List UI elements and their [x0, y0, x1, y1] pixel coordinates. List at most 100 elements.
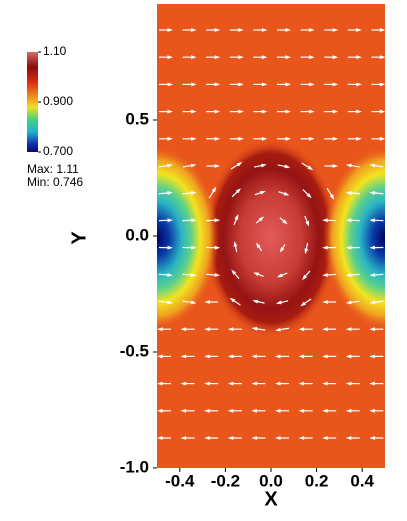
- vector-arrow-head: [256, 242, 261, 249]
- vector-arrow-head: [322, 273, 328, 277]
- vector-arrow-head: [235, 188, 241, 194]
- vector-arrow-head: [369, 327, 375, 332]
- vector-arrow-head: [157, 327, 163, 332]
- vector-arrow-head: [285, 28, 291, 32]
- vector-arrow-head: [307, 165, 314, 171]
- vector-arrow-head: [356, 109, 362, 114]
- vector-arrow-head: [214, 164, 221, 168]
- vector-arrow-head: [157, 354, 163, 359]
- vector-arrow-head: [167, 163, 173, 168]
- vector-arrow-head: [298, 381, 305, 386]
- vector-arrow-head: [379, 55, 385, 60]
- vector-arrow-head: [167, 191, 173, 195]
- vector-arrow-head: [252, 299, 259, 304]
- colorbar-tick-label: 1.10: [43, 44, 67, 58]
- vector-arrow-head: [238, 136, 244, 141]
- vector-arrow-head: [369, 408, 375, 413]
- vector-arrow-head: [261, 136, 268, 141]
- vector-arrow-head: [190, 191, 197, 195]
- vector-arrow-head: [329, 194, 335, 200]
- vector-arrow-head: [231, 269, 237, 275]
- vector-arrow-head: [345, 300, 352, 305]
- vector-arrow-head: [191, 136, 197, 141]
- vector-arrow-head: [167, 55, 173, 60]
- vector-arrow-head: [322, 408, 328, 413]
- field: [157, 4, 385, 468]
- vector-arrow-head: [167, 218, 173, 223]
- y-tick-label: 0.5: [125, 109, 149, 128]
- vector-arrow-head: [282, 219, 288, 225]
- max-value: 1.11: [56, 162, 79, 176]
- vector-arrow-head: [275, 408, 281, 413]
- x-tick-label: 0.0: [259, 471, 283, 490]
- x-tick-label: -0.4: [165, 471, 195, 490]
- vector-arrow-head: [345, 354, 352, 359]
- vector-arrow-head: [191, 55, 197, 60]
- vector-arrow-head: [369, 273, 376, 277]
- vector-arrow-head: [251, 408, 257, 413]
- vector-arrow-head: [356, 82, 362, 87]
- vector-arrow-head: [369, 300, 376, 305]
- vector-arrow-head: [167, 273, 173, 277]
- vector-arrow-head: [227, 381, 234, 386]
- vector-arrow-head: [229, 297, 236, 303]
- x-tick-label: 0.4: [350, 471, 374, 490]
- vector-arrow-head: [345, 273, 352, 277]
- vector-arrow-head: [191, 109, 197, 114]
- x-tick-label: 0.2: [305, 471, 329, 490]
- vector-arrow-head: [309, 82, 315, 87]
- vector-arrow-head: [298, 354, 305, 359]
- vector-arrow-head: [345, 436, 352, 440]
- colorbar-tick-label: 0.700: [43, 144, 73, 158]
- max-label: Max:: [27, 162, 53, 176]
- max-stat: Max: 1.11: [27, 162, 79, 176]
- vector-arrow-head: [214, 218, 221, 223]
- vector-arrow-head: [356, 28, 362, 32]
- vector-arrow-head: [275, 436, 281, 440]
- vector-arrow-head: [261, 28, 268, 32]
- vector-arrow-head: [214, 136, 221, 141]
- vector-arrow-head: [204, 408, 210, 413]
- vector-arrow-head: [214, 28, 221, 32]
- x-axis-label: X: [264, 488, 278, 510]
- vector-arrow-head: [204, 381, 210, 386]
- y-tick-label: 0.0: [125, 225, 149, 244]
- vector-arrow-head: [251, 354, 257, 359]
- x-tick-label: -0.2: [211, 471, 240, 490]
- vector-arrow-head: [345, 163, 352, 168]
- vector-arrow-head: [275, 300, 282, 305]
- vector-arrow-head: [157, 408, 163, 413]
- vector-arrow-head: [306, 192, 312, 199]
- vector-arrow-head: [332, 82, 339, 87]
- vector-arrow-head: [214, 273, 221, 277]
- vector-arrow-head: [275, 354, 281, 359]
- vector-arrow-head: [369, 381, 375, 386]
- vector-arrow-head: [304, 248, 309, 255]
- vector-arrow-head: [309, 136, 315, 141]
- vector-arrow-head: [322, 354, 328, 359]
- vector-arrow-head: [356, 55, 362, 60]
- vector-arrow-head: [332, 136, 339, 141]
- vector-arrow-head: [180, 436, 187, 440]
- vector-arrow-head: [190, 163, 197, 168]
- vector-arrow-head: [191, 218, 197, 223]
- vector-arrow-head: [345, 191, 352, 195]
- colorbar: [27, 52, 38, 152]
- vector-arrow-head: [279, 246, 285, 253]
- vector-arrow-head: [345, 327, 352, 332]
- vector-arrow-head: [180, 408, 187, 413]
- vector-arrow-head: [261, 82, 268, 87]
- vector-arrow-head: [180, 327, 187, 332]
- vector-arrow-head: [236, 162, 243, 167]
- vector-arrow-head: [322, 381, 328, 386]
- vector-arrow-head: [345, 245, 352, 250]
- vector-arrow-head: [211, 186, 217, 193]
- vector-arrow-head: [238, 55, 244, 60]
- vector-arrow-head: [305, 220, 310, 227]
- colorbar-tick-label: 0.900: [43, 94, 73, 108]
- vector-arrow-head: [234, 214, 239, 220]
- vector-arrow-head: [345, 381, 352, 386]
- vector-arrow-head: [167, 136, 173, 141]
- vector-arrow-head: [379, 82, 385, 87]
